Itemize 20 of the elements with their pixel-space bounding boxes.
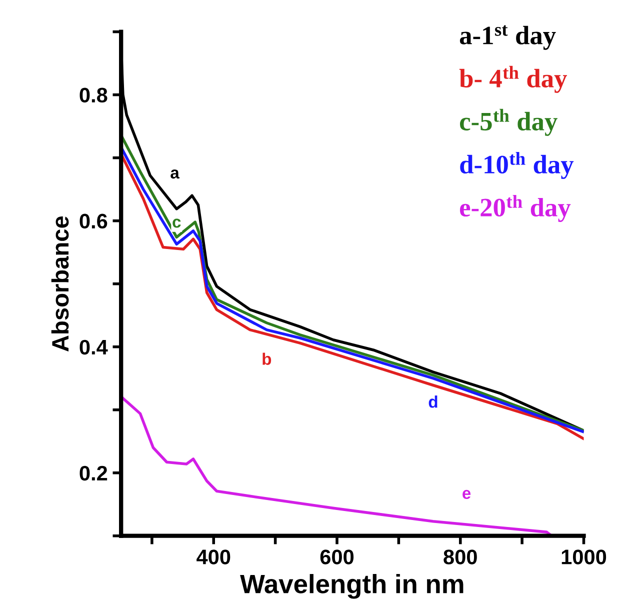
x-axis-title: Wavelength in nm (240, 574, 464, 599)
annotation: e (462, 490, 471, 500)
text: b- 4$^{th}$ day (459, 66, 567, 93)
y-tick-label: 0.8 (80, 88, 108, 103)
annotation: d (428, 396, 438, 408)
x-tick-label: 1000 (562, 550, 606, 564)
text: e-20$^{th}$ day (460, 194, 571, 222)
text: d-10$^{th}$ day (460, 152, 574, 179)
y-tick-label: 0.2 (80, 466, 108, 481)
x-tick-label: 400 (196, 550, 230, 564)
x-tick-label: 600 (320, 550, 354, 564)
text: c-5$^{th}$ day (460, 108, 558, 136)
text: a-1$^{st}$ day (460, 25, 556, 50)
y-tick-label: 0.6 (80, 214, 108, 229)
annotation: c (172, 218, 181, 228)
y-axis-title: Absorbance (51, 216, 69, 352)
x-tick-label: 800 (444, 550, 477, 564)
y-tick-label: 0.4 (80, 340, 108, 355)
annotation: a (170, 169, 180, 179)
annotation: b (262, 352, 272, 365)
